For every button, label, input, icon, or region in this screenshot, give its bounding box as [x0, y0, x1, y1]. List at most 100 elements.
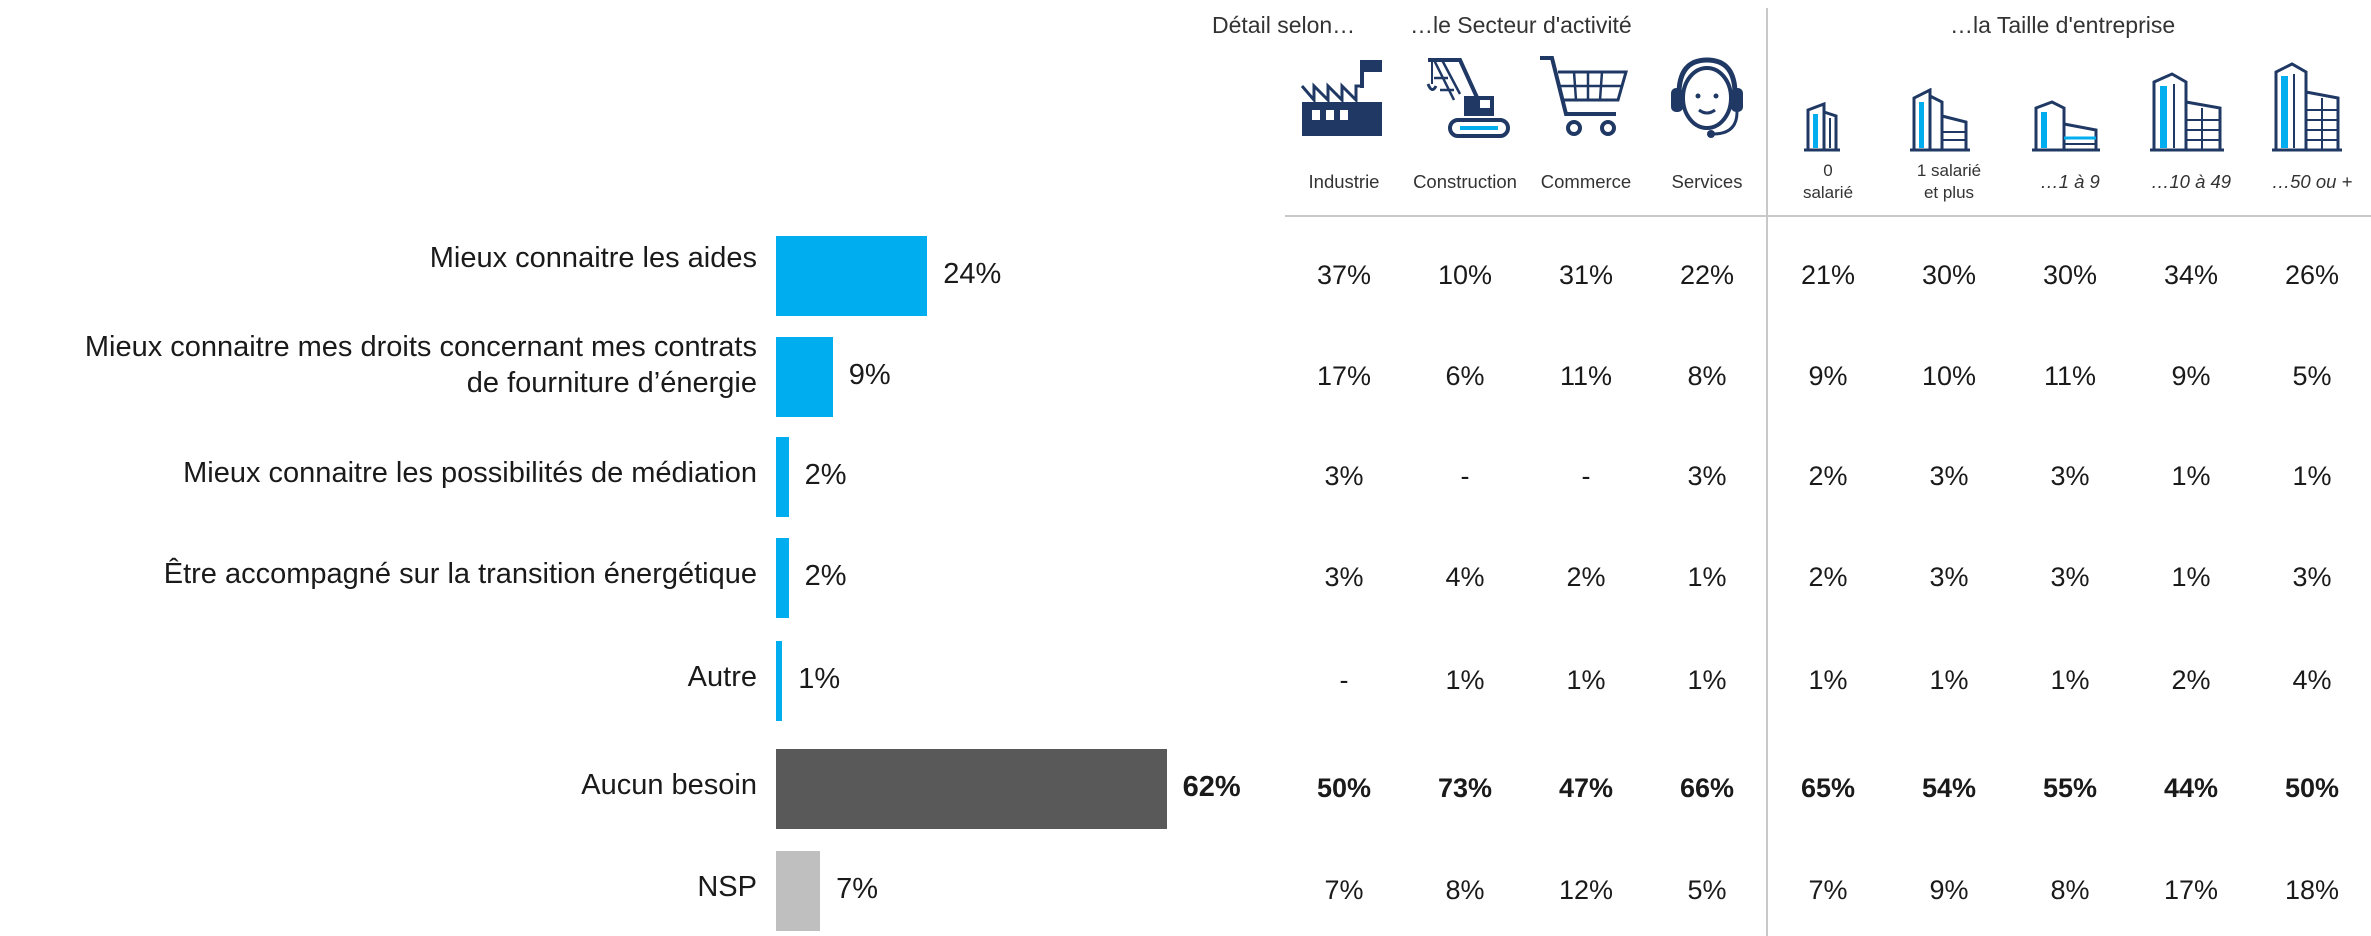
column-label: Industrie: [1308, 171, 1380, 192]
table-cell: 50%: [2284, 773, 2340, 803]
bar-value-label: 62%: [1182, 771, 1241, 803]
column-label: 0 salarié: [1768, 160, 1888, 204]
crane-excavator-icon: [1426, 58, 1510, 138]
table-cell: 3%: [1324, 461, 1364, 491]
column-label: …1 à 9: [2040, 171, 2100, 192]
column-label: …50 ou +: [2271, 171, 2353, 192]
bar-value-label: 7%: [836, 873, 879, 905]
table-cell: 7%: [1324, 875, 1364, 905]
category-label: NSP: [0, 869, 757, 905]
table-cell: 73%: [1437, 773, 1493, 803]
buildings-icon: [1910, 88, 1970, 152]
small-buildings-icon: [2032, 100, 2100, 152]
category-label: Être accompagné sur la transition énergé…: [0, 556, 757, 592]
bar-value-label: 2%: [804, 560, 847, 592]
bar: [776, 749, 1167, 829]
table-cell: 2%: [1808, 461, 1848, 491]
table-cell: 26%: [2284, 260, 2340, 290]
header-divider: [1285, 215, 2371, 217]
table-cell: 30%: [2042, 260, 2098, 290]
table-cell: -: [1339, 665, 1349, 695]
category-label-line: de fourniture d’énergie: [466, 367, 757, 399]
building-icon: [1804, 102, 1840, 152]
table-cell: 8%: [1687, 361, 1727, 391]
table-cell: 2%: [2171, 665, 2211, 695]
category-label-line: NSP: [697, 871, 757, 903]
category-label: Autre: [0, 659, 757, 695]
table-cell: 21%: [1800, 260, 1856, 290]
table-cell: 17%: [1316, 361, 1372, 391]
table-cell: 1%: [1808, 665, 1848, 695]
table-cell: 1%: [2171, 461, 2211, 491]
category-label: Mieux connaitre les aides: [0, 240, 757, 276]
shopping-cart-icon: [1540, 56, 1628, 136]
table-cell: 37%: [1316, 260, 1372, 290]
category-label: Mieux connaitre mes droits concernant me…: [0, 329, 757, 401]
table-cell: 1%: [1687, 562, 1727, 592]
column-label: 1 salarié et plus: [1889, 160, 2009, 204]
large-buildings-icon: [2272, 62, 2342, 152]
table-cell: 3%: [1929, 461, 1969, 491]
category-label-line: Mieux connaitre mes droits concernant me…: [84, 331, 757, 363]
table-cell: 3%: [2292, 562, 2332, 592]
column-label: Services: [1671, 171, 1743, 192]
table-cell: 9%: [1929, 875, 1969, 905]
table-cell: 9%: [1808, 361, 1848, 391]
bar: [776, 437, 789, 517]
category-label-line: Mieux connaitre les aides: [429, 242, 757, 274]
table-cell: 66%: [1679, 773, 1735, 803]
table-cell: 3%: [1324, 562, 1364, 592]
table-cell: 3%: [2050, 562, 2090, 592]
table-cell: 50%: [1316, 773, 1372, 803]
table-cell: 22%: [1679, 260, 1735, 290]
table-cell: 2%: [1566, 562, 1606, 592]
column-label-line: 0: [1823, 161, 1833, 180]
bar: [776, 641, 783, 721]
table-cell: -: [1460, 461, 1470, 491]
table-cell: 9%: [2171, 361, 2211, 391]
table-cell: 3%: [1687, 461, 1727, 491]
table-cell: 18%: [2284, 875, 2340, 905]
group-divider: [1766, 8, 1768, 936]
table-cell: -: [1581, 461, 1591, 491]
table-cell: 44%: [2163, 773, 2219, 803]
table-cell: 3%: [1929, 562, 1969, 592]
bar-value-label: 24%: [943, 258, 1002, 290]
table-cell: 10%: [1921, 361, 1977, 391]
table-cell: 65%: [1800, 773, 1856, 803]
table-cell: 7%: [1808, 875, 1848, 905]
bar: [776, 538, 789, 618]
table-cell: 10%: [1437, 260, 1493, 290]
table-cell: 12%: [1558, 875, 1614, 905]
table-cell: 6%: [1445, 361, 1485, 391]
category-label-line: Aucun besoin: [581, 769, 757, 801]
table-cell: 5%: [1687, 875, 1727, 905]
medium-buildings-icon: [2150, 72, 2224, 152]
table-cell: 8%: [1445, 875, 1485, 905]
table-cell: 3%: [2050, 461, 2090, 491]
headset-operator-icon: [1671, 57, 1743, 138]
bar: [776, 236, 928, 316]
table-cell: 11%: [1559, 361, 1613, 391]
column-label-line: et plus: [1923, 183, 1975, 202]
column-label: Commerce: [1540, 171, 1632, 192]
table-cell: 1%: [2292, 461, 2332, 491]
table-cell: 4%: [2292, 665, 2332, 695]
bar-value-label: 2%: [804, 459, 847, 491]
column-label-line: salarié: [1802, 183, 1854, 202]
bar-value-label: 9%: [848, 359, 891, 391]
table-cell: 1%: [1687, 665, 1727, 695]
table-cell: 5%: [2292, 361, 2332, 391]
column-label: Construction: [1413, 171, 1517, 192]
size-header: …la Taille d'entreprise: [1950, 12, 2176, 38]
category-label: Mieux connaitre les possibilités de médi…: [0, 455, 757, 491]
table-cell: 55%: [2042, 773, 2098, 803]
table-cell: 2%: [1808, 562, 1848, 592]
factory-icon: [1300, 60, 1382, 136]
table-cell: 1%: [2050, 665, 2090, 695]
table-cell: 1%: [1929, 665, 1969, 695]
table-cell: 34%: [2163, 260, 2219, 290]
table-cell: 8%: [2050, 875, 2090, 905]
table-cell: 31%: [1558, 260, 1614, 290]
